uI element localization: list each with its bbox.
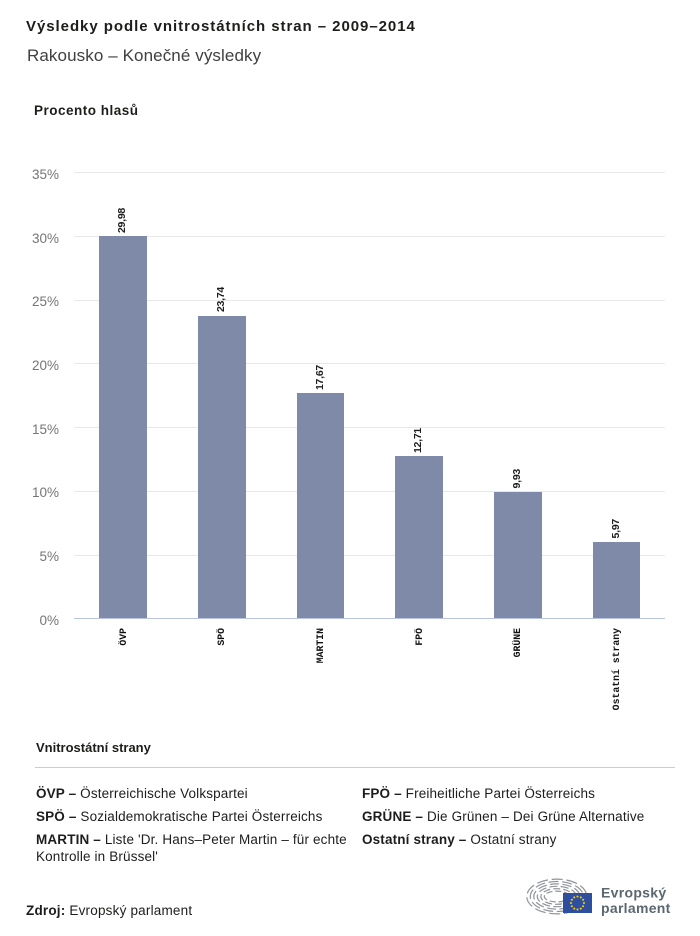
svg-text:parlament: parlament <box>601 900 671 916</box>
svg-text:Evropský: Evropský <box>601 885 666 901</box>
